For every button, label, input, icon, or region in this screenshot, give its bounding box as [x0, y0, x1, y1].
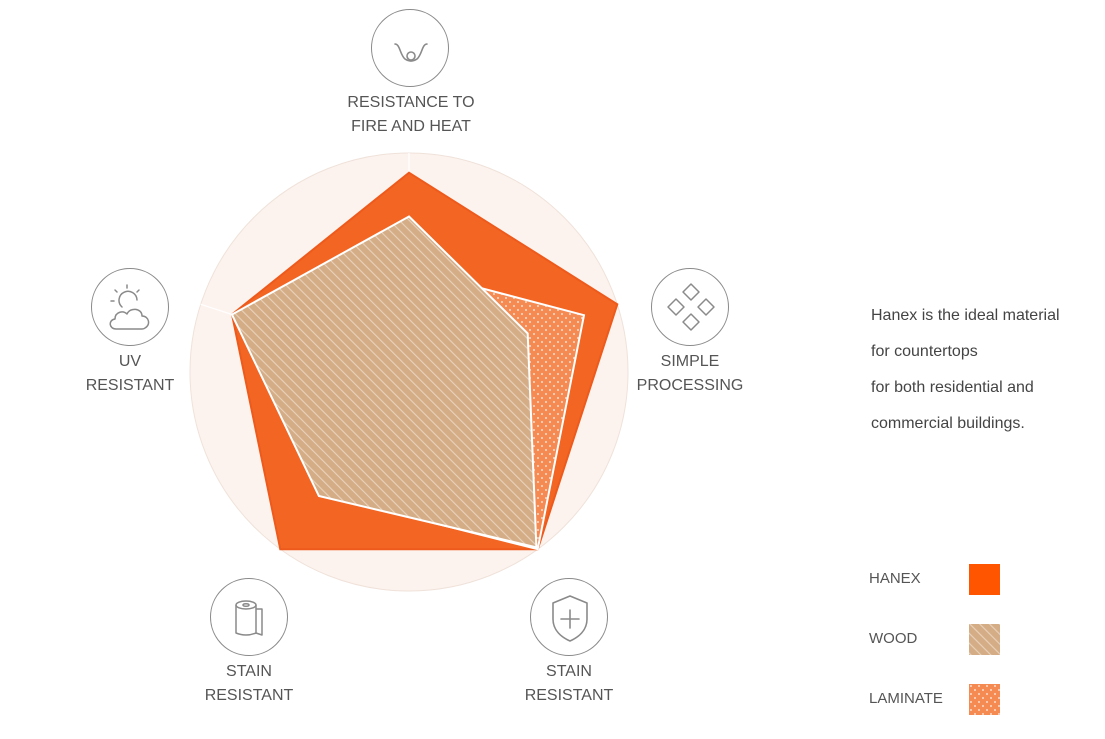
legend-swatch-laminate — [969, 684, 1000, 715]
fire-heat-icon — [371, 9, 449, 87]
description-line: for both residential and — [871, 379, 1034, 396]
axis-label-simple-processing: SIMPLE PROCESSING — [636, 353, 744, 394]
description-line: for countertops — [871, 343, 978, 360]
description-line: commercial buildings. — [871, 415, 1025, 432]
radar-series-layer — [230, 171, 619, 551]
axis-label-stain-resistant-roll: STAIN RESISTANT — [204, 663, 294, 704]
legend-label: LAMINATE — [869, 690, 943, 707]
legend-item-hanex: HANEX — [869, 564, 1009, 596]
paper-roll-icon — [210, 578, 288, 656]
axis-label-uv-resistant: UV RESISTANT — [85, 353, 175, 394]
axis-label-stain-resistant-shield: STAIN RESISTANT — [524, 663, 614, 704]
legend-swatch-wood — [969, 624, 1000, 655]
shield-plus-icon — [530, 578, 608, 656]
series-wood-area — [230, 215, 538, 549]
processing-diamonds-icon — [651, 268, 729, 346]
description-line: Hanex is the ideal material — [871, 307, 1060, 324]
legend-label: WOOD — [869, 630, 918, 647]
axis-label-fire-heat: RESISTANCE TO FIRE AND HEAT — [347, 94, 475, 135]
legend-item-laminate: LAMINATE — [869, 684, 1009, 716]
legend-item-wood: WOOD — [869, 624, 1009, 656]
description-text: Hanex is the ideal material for countert… — [871, 298, 1101, 442]
legend-label: HANEX — [869, 570, 921, 587]
legend-swatch-hanex — [969, 564, 1000, 595]
sun-cloud-icon — [91, 268, 169, 346]
